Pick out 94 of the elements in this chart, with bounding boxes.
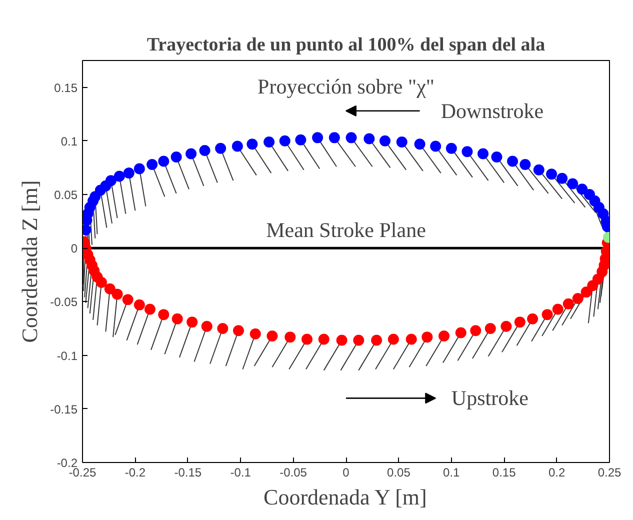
point	[284, 332, 296, 343]
point	[542, 309, 553, 320]
annotation: Downstroke	[440, 98, 544, 123]
y-tick-label: 0	[70, 242, 78, 256]
point	[186, 316, 198, 328]
point	[232, 140, 243, 152]
x-tick-label: 0.2	[548, 466, 566, 480]
point	[112, 288, 123, 300]
point	[364, 133, 375, 144]
point	[158, 156, 170, 167]
point	[556, 172, 568, 184]
annotation: Proyección sobre "χ"	[258, 74, 434, 98]
y-tick-label: -0.05	[50, 295, 78, 310]
point	[217, 323, 228, 334]
point	[246, 138, 258, 150]
point	[478, 148, 489, 160]
y-tick-label: -0.1	[56, 348, 78, 363]
x-tick-label: -0.05	[280, 466, 308, 480]
x-tick-label: 0.1	[443, 466, 460, 480]
y-tick-label: 0.05	[54, 188, 78, 202]
point	[186, 148, 197, 160]
point	[114, 170, 125, 182]
x-tick-label: 0	[342, 466, 350, 480]
point	[170, 151, 182, 162]
point	[533, 164, 544, 176]
point	[438, 330, 450, 342]
x-tick-label: -0.25	[68, 466, 96, 480]
point	[507, 156, 518, 167]
annotation: Upstroke	[451, 386, 528, 410]
x-tick-label: -0.2	[124, 466, 146, 480]
point	[123, 168, 134, 179]
point	[580, 286, 592, 298]
point	[105, 175, 116, 186]
point	[572, 292, 584, 304]
point	[520, 158, 531, 170]
point	[422, 332, 433, 343]
point	[388, 334, 399, 345]
point	[134, 163, 145, 174]
point	[430, 140, 442, 152]
point	[250, 328, 261, 340]
point	[134, 299, 145, 310]
ref-line-label: Mean Stroke Plane	[266, 218, 426, 242]
y-tick-label: 0.15	[54, 80, 78, 95]
point	[122, 294, 134, 306]
point	[318, 334, 330, 345]
point	[576, 184, 588, 195]
point	[446, 142, 457, 154]
point	[484, 323, 496, 334]
point	[552, 304, 564, 315]
point	[201, 320, 212, 332]
point	[470, 325, 482, 336]
point	[215, 142, 226, 154]
point	[146, 158, 158, 170]
point	[380, 135, 390, 146]
point	[144, 304, 156, 315]
x-tick-label: -0.15	[174, 466, 202, 480]
x-tick-label: 0.05	[387, 466, 411, 480]
point	[491, 151, 502, 162]
point	[266, 330, 278, 342]
x-tick-label: -0.1	[230, 466, 252, 480]
point	[462, 146, 473, 158]
point	[104, 283, 116, 294]
point	[158, 309, 170, 320]
point	[396, 136, 408, 148]
point	[406, 334, 417, 345]
chart-title: Trayectoria de un punto al 100% del span del ala	[146, 34, 546, 56]
point	[96, 276, 107, 288]
y-tick-label: 0.1	[60, 134, 78, 148]
point	[562, 298, 574, 310]
point	[279, 135, 290, 146]
point	[172, 313, 183, 324]
point	[371, 334, 382, 346]
point	[232, 325, 244, 336]
x-tick-label: 0.15	[492, 466, 516, 480]
point	[527, 313, 538, 324]
point	[414, 138, 426, 150]
point	[514, 316, 526, 328]
point	[500, 320, 512, 332]
y-tick-label: -0.15	[50, 402, 78, 416]
x-tick-label: 0.25	[598, 466, 622, 480]
point	[312, 132, 324, 144]
point	[328, 132, 340, 144]
point	[455, 327, 466, 338]
point	[199, 145, 210, 156]
point	[546, 168, 558, 180]
x-axis-title: Coordenada Y [m]	[264, 484, 427, 510]
point	[264, 136, 275, 148]
point	[336, 334, 348, 346]
y-axis-title: Coordenada Z [m]	[17, 180, 42, 343]
point	[302, 334, 312, 345]
point	[346, 132, 357, 144]
point	[353, 334, 364, 346]
point	[295, 134, 306, 146]
point	[567, 178, 578, 190]
